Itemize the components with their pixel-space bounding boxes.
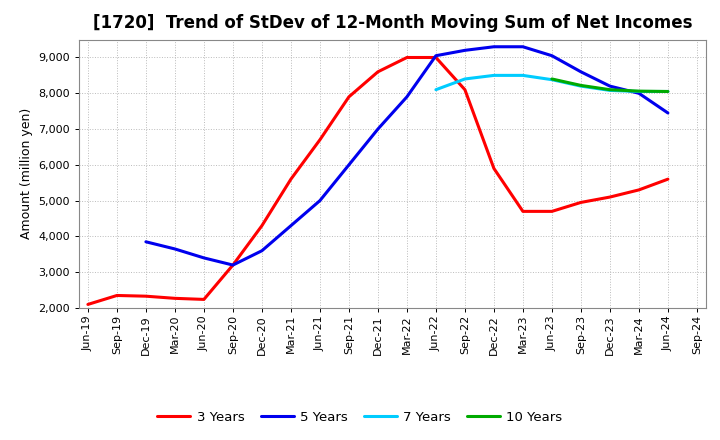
Line: 7 Years: 7 Years	[436, 75, 668, 92]
3 Years	[431, 55, 440, 60]
5 Years	[258, 248, 266, 253]
5 Years	[228, 262, 237, 268]
3 Years	[142, 293, 150, 299]
5 Years	[315, 198, 324, 203]
7 Years	[634, 89, 643, 94]
10 Years	[548, 76, 557, 81]
7 Years	[518, 73, 527, 78]
Line: 5 Years: 5 Years	[146, 47, 668, 265]
Legend: 3 Years, 5 Years, 7 Years, 10 Years: 3 Years, 5 Years, 7 Years, 10 Years	[152, 405, 568, 429]
5 Years	[431, 53, 440, 59]
3 Years	[287, 176, 295, 182]
3 Years	[84, 302, 92, 307]
5 Years	[345, 162, 354, 168]
10 Years	[606, 87, 614, 92]
5 Years	[490, 44, 498, 49]
3 Years	[548, 209, 557, 214]
3 Years	[634, 187, 643, 193]
3 Years	[518, 209, 527, 214]
Line: 10 Years: 10 Years	[552, 79, 668, 92]
3 Years	[345, 94, 354, 99]
3 Years	[490, 166, 498, 171]
5 Years	[171, 246, 179, 252]
5 Years	[577, 69, 585, 74]
7 Years	[461, 76, 469, 81]
3 Years	[402, 55, 411, 60]
10 Years	[634, 88, 643, 94]
7 Years	[431, 87, 440, 92]
3 Years	[606, 194, 614, 200]
5 Years	[402, 94, 411, 99]
5 Years	[518, 44, 527, 49]
5 Years	[287, 223, 295, 228]
Line: 3 Years: 3 Years	[88, 58, 668, 304]
Y-axis label: Amount (million yen): Amount (million yen)	[20, 108, 33, 239]
3 Years	[112, 293, 121, 298]
3 Years	[374, 69, 382, 74]
10 Years	[577, 83, 585, 88]
5 Years	[199, 255, 208, 260]
3 Years	[461, 87, 469, 92]
7 Years	[548, 77, 557, 82]
5 Years	[142, 239, 150, 245]
5 Years	[664, 110, 672, 116]
Title: [1720]  Trend of StDev of 12-Month Moving Sum of Net Incomes: [1720] Trend of StDev of 12-Month Moving…	[93, 15, 692, 33]
5 Years	[606, 84, 614, 89]
5 Years	[548, 53, 557, 59]
3 Years	[228, 262, 237, 268]
3 Years	[171, 296, 179, 301]
3 Years	[199, 297, 208, 302]
5 Years	[461, 48, 469, 53]
3 Years	[664, 176, 672, 182]
5 Years	[374, 126, 382, 132]
3 Years	[315, 137, 324, 143]
7 Years	[606, 88, 614, 93]
5 Years	[634, 91, 643, 96]
10 Years	[664, 89, 672, 94]
7 Years	[490, 73, 498, 78]
3 Years	[258, 223, 266, 228]
7 Years	[577, 84, 585, 89]
7 Years	[664, 89, 672, 94]
3 Years	[577, 200, 585, 205]
